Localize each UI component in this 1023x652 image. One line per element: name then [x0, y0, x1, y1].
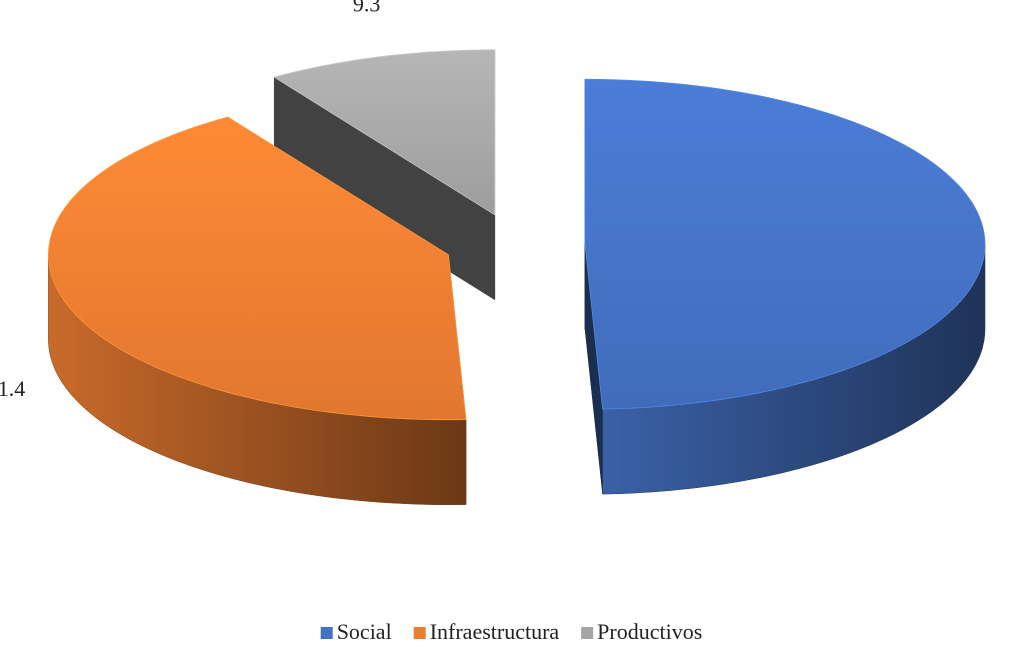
legend-label: Social [337, 619, 392, 644]
data-label: 9.3 [353, 0, 381, 17]
legend-swatch [581, 627, 594, 639]
legend-item: Infraestructura [413, 619, 560, 644]
legend-item: Productivos [581, 619, 702, 644]
legend-swatch [320, 627, 333, 639]
data-label: 41.4 [0, 376, 25, 401]
slice [47, 116, 467, 505]
legend-item: Social [320, 619, 392, 644]
legend-label: Infraestructura [430, 619, 560, 644]
slice-top [584, 78, 986, 410]
slice [273, 49, 496, 301]
slice [584, 78, 986, 495]
slice-top [47, 116, 467, 421]
legend-label: Productivos [597, 619, 702, 644]
legend-swatch [413, 627, 426, 639]
slice-top [273, 49, 496, 216]
